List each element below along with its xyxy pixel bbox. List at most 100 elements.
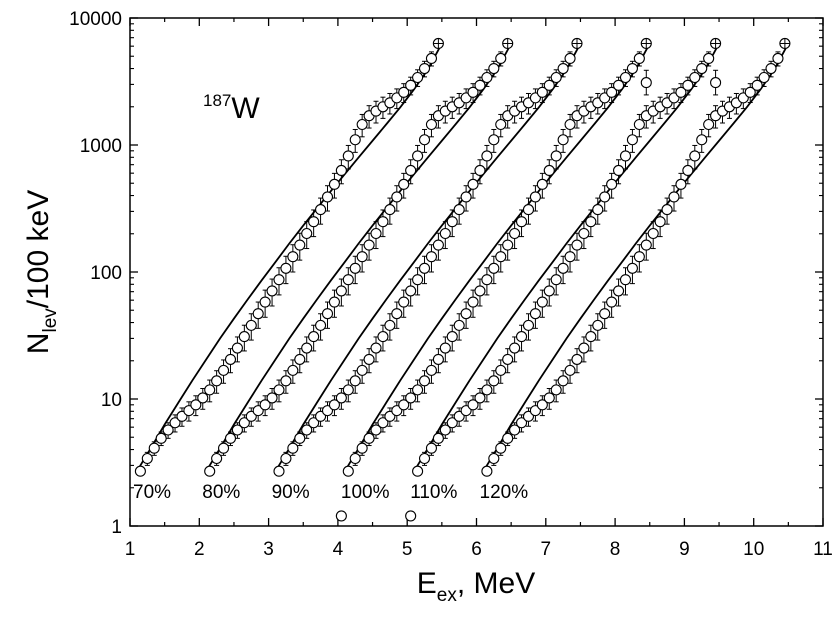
series-percent-label: 70% (133, 482, 171, 503)
fit-curve (482, 43, 790, 472)
data-point (405, 79, 417, 91)
data-point (273, 465, 285, 477)
data-point (446, 216, 458, 228)
data-point (495, 442, 507, 454)
data-point (509, 227, 521, 240)
data-point (543, 164, 555, 177)
data-point (418, 452, 431, 465)
stray-data-point (335, 510, 347, 522)
data-point (703, 118, 715, 131)
data-point (342, 384, 354, 396)
data-point (349, 452, 361, 465)
data-point (169, 417, 181, 429)
data-point (259, 296, 271, 308)
data-point (432, 432, 444, 444)
data-point (412, 384, 424, 396)
data-point (439, 227, 451, 240)
data-point (675, 86, 687, 98)
data-point (536, 296, 548, 308)
data-point (412, 150, 424, 162)
series-percent-labels: 70% 80% 90% 100% 110% 120% (133, 482, 528, 503)
fit-curve (274, 43, 582, 472)
data-point (204, 384, 216, 396)
data-point (315, 319, 327, 331)
data-point (633, 251, 645, 263)
data-point (481, 384, 493, 396)
data-point (412, 465, 424, 477)
data-point (522, 204, 535, 216)
data-point (425, 364, 438, 376)
data-point (543, 285, 555, 297)
data-point (696, 134, 708, 146)
data-point (765, 62, 777, 75)
data-point (211, 375, 223, 387)
data-point (349, 134, 361, 146)
data-point (543, 79, 555, 91)
data-point (772, 52, 784, 65)
data-point (377, 331, 389, 343)
data-point (238, 331, 250, 343)
data-point (162, 424, 174, 436)
y-axis-title-suffix: /100 keV (22, 190, 55, 308)
data-point (405, 392, 417, 404)
data-point (384, 204, 396, 216)
data-point (218, 442, 230, 454)
x-tick-label: 8 (610, 539, 621, 560)
data-point (349, 262, 361, 274)
axis-ticks (129, 17, 824, 527)
data-point (515, 216, 528, 228)
data-point (592, 319, 604, 331)
data-point (342, 150, 354, 162)
series-percent-label: 90% (272, 482, 310, 503)
data-point (356, 251, 368, 263)
element-symbol: W (231, 92, 260, 125)
x-tick-label: 6 (471, 539, 482, 560)
data-point (273, 384, 285, 396)
data-point (613, 285, 625, 297)
data-point (751, 79, 763, 91)
data-point (425, 251, 438, 263)
data-point (467, 296, 479, 308)
data-point (481, 465, 493, 477)
data-point (245, 319, 257, 331)
data-point (425, 442, 438, 454)
x-tick-label: 3 (263, 539, 274, 560)
data-point (134, 465, 146, 477)
data-point (543, 392, 555, 404)
data-point (509, 424, 521, 436)
data-point (529, 191, 541, 203)
data-point (599, 308, 611, 320)
data-point (412, 71, 424, 84)
y-axis-title-main: N (22, 333, 55, 355)
data-point (578, 342, 590, 354)
data-point (467, 86, 479, 98)
data-point (418, 375, 431, 387)
data-point (280, 452, 292, 465)
data-point (315, 204, 327, 216)
data-point (328, 399, 340, 411)
data-point (321, 308, 334, 320)
data-point (224, 353, 237, 365)
stray-data-point (405, 510, 417, 522)
data-point (328, 296, 340, 308)
data-point (204, 465, 216, 477)
data-point (425, 52, 438, 65)
data-point (585, 216, 597, 228)
data-point (418, 62, 431, 75)
data-point (418, 134, 431, 146)
data-point (349, 375, 361, 387)
data-point (557, 375, 569, 387)
data-point (564, 251, 576, 263)
data-point (585, 331, 597, 343)
data-point (148, 442, 160, 454)
x-tick-label: 1 (125, 539, 136, 560)
data-point (155, 432, 167, 444)
data-point (515, 417, 528, 429)
data-point (647, 227, 659, 240)
data-point (259, 399, 271, 411)
data-point (405, 164, 417, 177)
data-point (626, 134, 638, 146)
data-point (613, 79, 625, 91)
data-point (626, 262, 638, 274)
